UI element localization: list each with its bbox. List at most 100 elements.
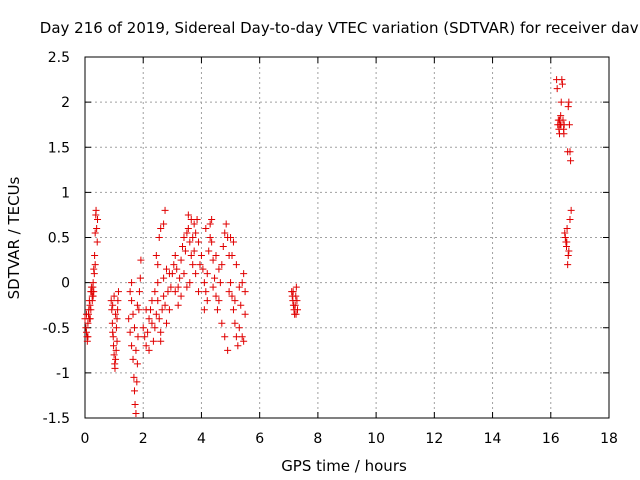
data-point — [141, 333, 149, 341]
data-point — [129, 310, 137, 318]
y-tick-label: 1 — [61, 185, 70, 201]
data-point — [90, 270, 98, 278]
data-point — [212, 292, 220, 300]
data-point — [83, 337, 91, 345]
data-point — [294, 306, 302, 314]
data-point — [564, 252, 572, 260]
data-point — [154, 279, 162, 287]
x-tick-label: 14 — [484, 431, 502, 447]
data-point — [235, 324, 243, 332]
data-point — [565, 121, 573, 129]
x-tick-label: 12 — [425, 431, 443, 447]
x-tick-label: 8 — [313, 431, 322, 447]
data-point — [142, 306, 150, 314]
data-point — [211, 274, 219, 282]
data-point — [200, 279, 208, 287]
data-point — [129, 355, 137, 363]
data-point — [186, 279, 194, 287]
data-point — [148, 297, 156, 305]
data-point — [202, 224, 210, 232]
data-point — [154, 261, 162, 269]
data-point — [227, 279, 235, 287]
data-point — [231, 319, 239, 327]
y-tick-label: -0.5 — [43, 321, 70, 337]
data-point — [87, 306, 95, 314]
data-point — [90, 288, 98, 296]
data-point — [229, 238, 237, 246]
data-point — [164, 288, 172, 296]
data-series-dav1 — [81, 76, 575, 417]
data-point — [291, 301, 299, 309]
data-point — [152, 252, 160, 260]
data-point — [112, 355, 120, 363]
data-point — [170, 261, 178, 269]
data-point — [112, 346, 120, 354]
data-point — [183, 283, 191, 291]
data-point — [196, 261, 204, 269]
data-point — [222, 220, 230, 228]
data-point — [237, 301, 245, 309]
data-point — [212, 252, 220, 260]
data-point — [227, 234, 235, 241]
y-tick-label: -1.5 — [43, 411, 70, 427]
data-point — [189, 234, 197, 241]
x-tick-label: 0 — [81, 431, 90, 447]
data-point — [109, 333, 117, 341]
data-point — [125, 315, 133, 323]
data-point — [564, 103, 572, 111]
data-point — [148, 319, 156, 327]
data-point — [565, 98, 573, 106]
data-point — [216, 279, 224, 287]
data-point — [553, 85, 561, 93]
data-point — [203, 270, 211, 278]
data-point — [224, 346, 232, 354]
data-point — [130, 387, 138, 395]
x-tick-label: 18 — [600, 431, 618, 447]
data-point — [561, 229, 569, 237]
data-point — [238, 333, 246, 341]
data-point — [219, 243, 227, 251]
data-point — [157, 224, 165, 232]
data-point — [128, 279, 136, 287]
data-point — [161, 301, 169, 309]
data-point — [566, 148, 574, 156]
data-point — [176, 274, 184, 282]
data-point — [202, 288, 210, 296]
data-point — [86, 301, 94, 309]
data-point — [157, 337, 165, 345]
data-point — [94, 215, 102, 223]
data-point — [132, 409, 140, 417]
data-point — [173, 265, 181, 273]
data-point — [142, 342, 150, 350]
data-point — [113, 337, 121, 345]
y-tick-label: -1 — [56, 366, 70, 382]
data-point — [179, 243, 187, 251]
data-point — [130, 373, 138, 381]
axis-ticks — [84, 56, 610, 419]
data-point — [139, 324, 147, 332]
data-point — [209, 256, 217, 264]
data-point — [171, 288, 179, 296]
data-point — [89, 279, 97, 287]
data-point — [557, 121, 565, 129]
data-point — [184, 224, 192, 232]
x-axis-label: GPS time / hours — [281, 457, 407, 475]
x-tick-label: 16 — [542, 431, 560, 447]
data-point — [133, 378, 141, 386]
x-tick-label: 10 — [367, 431, 385, 447]
data-point — [192, 229, 200, 237]
data-point — [126, 288, 134, 296]
data-point — [206, 234, 214, 241]
data-point — [556, 116, 564, 124]
data-point — [221, 333, 229, 341]
data-point — [149, 337, 157, 345]
data-point — [234, 342, 242, 350]
data-point — [110, 292, 118, 300]
data-point — [168, 270, 176, 278]
data-point — [92, 206, 100, 214]
data-point — [557, 112, 565, 120]
y-tick-label: 2.5 — [48, 50, 70, 66]
y-tick-labels: -1.5 -1 -0.5 0 0.5 1 1.5 2 2.5 — [43, 50, 70, 427]
data-point — [111, 364, 119, 372]
